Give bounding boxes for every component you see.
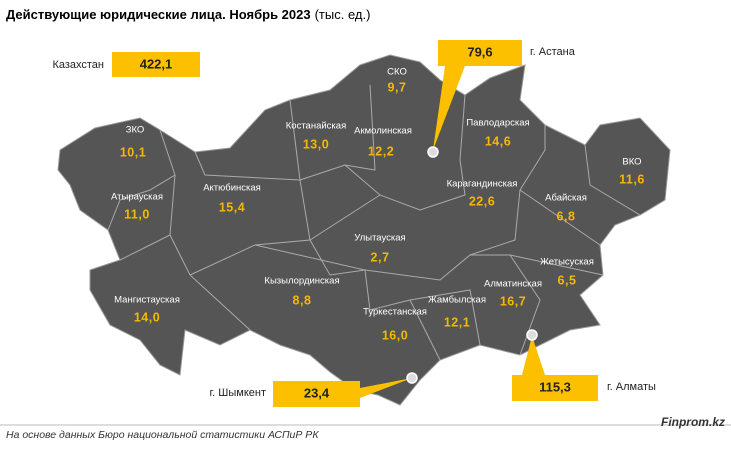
region-value: 10,1	[120, 145, 146, 159]
region-value: 12,1	[444, 315, 470, 329]
region-value: 9,7	[388, 80, 407, 94]
region-value: 11,6	[619, 172, 645, 186]
region-value: 6,5	[558, 273, 577, 287]
region-value: 14,6	[485, 134, 511, 148]
region-value: 8,8	[293, 293, 312, 307]
region-value: 22,6	[469, 194, 495, 208]
callouts: Казахстан 422,1 79,6 г. Астана 23,4 г. Шымкен…	[52, 40, 656, 407]
region-value: 11,0	[124, 207, 150, 221]
pointer	[360, 378, 412, 398]
region-name: Акмолинская	[354, 126, 412, 137]
brand: Finprom.kz	[661, 415, 725, 429]
region-name: ВКО	[622, 157, 641, 168]
total-value: 422,1	[140, 56, 173, 71]
city-box	[512, 375, 598, 401]
total-label: Казахстан	[52, 59, 104, 71]
city-value: 79,6	[467, 44, 492, 59]
region-name: Актюбинская	[203, 183, 261, 194]
total-box	[112, 52, 200, 77]
region-value: 13,0	[303, 137, 329, 151]
source-note: На основе данных Бюро национальной стати…	[6, 429, 319, 441]
pointer	[522, 336, 545, 375]
region-value: 6,8	[557, 209, 576, 223]
title: Действующие юридические лица. Ноябрь 202…	[6, 7, 370, 22]
region-name: Кызылординская	[264, 276, 339, 287]
region-name: Алматинская	[484, 279, 542, 290]
region-name: ЗКО	[126, 125, 145, 136]
region-name: Павлодарская	[466, 118, 529, 129]
region-value: 16,7	[500, 294, 526, 308]
city-marker	[427, 146, 439, 158]
region-value: 15,4	[219, 200, 245, 214]
country-shape	[57, 54, 671, 406]
region-name: Карагандинская	[447, 179, 518, 190]
region-value: 16,0	[382, 328, 408, 342]
region-name: Костанайская	[286, 121, 346, 132]
region-name: Туркестанская	[363, 307, 427, 318]
city-label: г. Астана	[530, 46, 576, 58]
city-value: 23,4	[304, 385, 330, 400]
title-main: Действующие юридические лица. Ноябрь 202…	[6, 7, 311, 22]
region-value: 14,0	[134, 310, 160, 324]
region-name: Жетысуская	[540, 257, 594, 268]
title-unit: (тыс. ед.)	[315, 7, 371, 22]
region-labels: ЗКО 10,1 Атырауская 11,0 Мангистауская 14,0 Ак…	[111, 67, 645, 343]
pointer	[433, 66, 465, 150]
region-name: Жамбылская	[428, 295, 486, 306]
city-marker	[526, 329, 538, 341]
region-name: Абайская	[545, 193, 587, 204]
region-value: 2,7	[371, 250, 390, 264]
city-value: 115,3	[539, 379, 571, 394]
region-name: Улытауская	[354, 233, 405, 244]
region-value: 12,2	[368, 144, 394, 158]
city-box	[273, 381, 360, 407]
city-marker	[406, 372, 418, 384]
city-label: г. Алматы	[607, 381, 656, 393]
region-name: Мангистауская	[114, 295, 180, 306]
region-name: Атырауская	[111, 192, 163, 203]
region-name: СКО	[387, 67, 407, 78]
city-box	[438, 40, 522, 66]
city-label: г. Шымкент	[210, 387, 267, 399]
